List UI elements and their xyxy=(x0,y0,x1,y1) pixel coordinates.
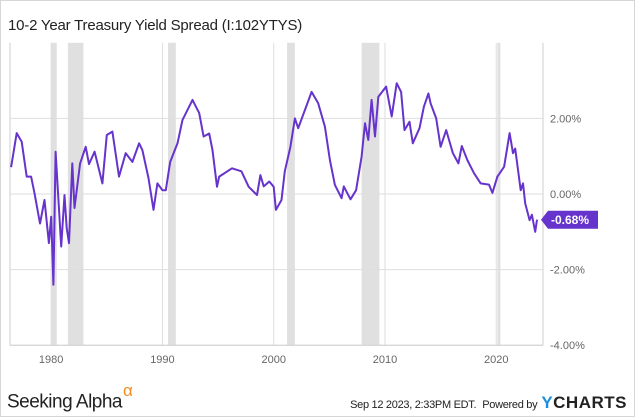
y-tick-label: 2.00% xyxy=(550,113,581,125)
footer-stamp: Sep 12 2023, 2:33PM EDT. Powered by xyxy=(350,399,538,411)
powered-by: Powered by xyxy=(482,399,538,411)
ycharts-wordmark: CHARTS xyxy=(553,393,627,412)
x-tick-label: 2020 xyxy=(484,354,508,366)
y-tick-label: -2.00% xyxy=(550,265,585,277)
x-tick-label: 1990 xyxy=(150,354,174,366)
logo-text: Seeking Alpha xyxy=(7,391,123,413)
timestamp: Sep 12 2023, 2:33PM EDT. xyxy=(350,399,477,411)
alpha-icon: α xyxy=(123,381,133,400)
last-value-tag-shape xyxy=(541,210,598,229)
x-tick-label: 1980 xyxy=(39,354,63,366)
gridlines xyxy=(9,42,544,346)
series-layer xyxy=(10,82,538,286)
y-tick-label: 0.00% xyxy=(550,189,581,201)
ycharts-y-mark: Y xyxy=(541,393,554,412)
tick-labels: 2.00% 0.00% -2.00% -4.00% 1980 1990 2000 2010 20… xyxy=(39,113,585,366)
footer-right: Sep 12 2023, 2:33PM EDT. Powered by YCHAR… xyxy=(350,393,627,413)
x-tick-label: 2010 xyxy=(373,354,397,366)
last-value-tag: -0.68% xyxy=(541,210,598,229)
series-line xyxy=(10,82,538,286)
last-value-label: -0.68% xyxy=(551,213,589,227)
seeking-alpha-logo: Seeking Alphaα xyxy=(7,381,133,413)
ycharts-logo[interactable]: YCHARTS xyxy=(541,393,627,413)
y-tick-label: -4.00% xyxy=(550,340,585,352)
x-tick-label: 2000 xyxy=(261,354,285,366)
chart-title: 10-2 Year Treasury Yield Spread (I:102YT… xyxy=(8,17,303,34)
